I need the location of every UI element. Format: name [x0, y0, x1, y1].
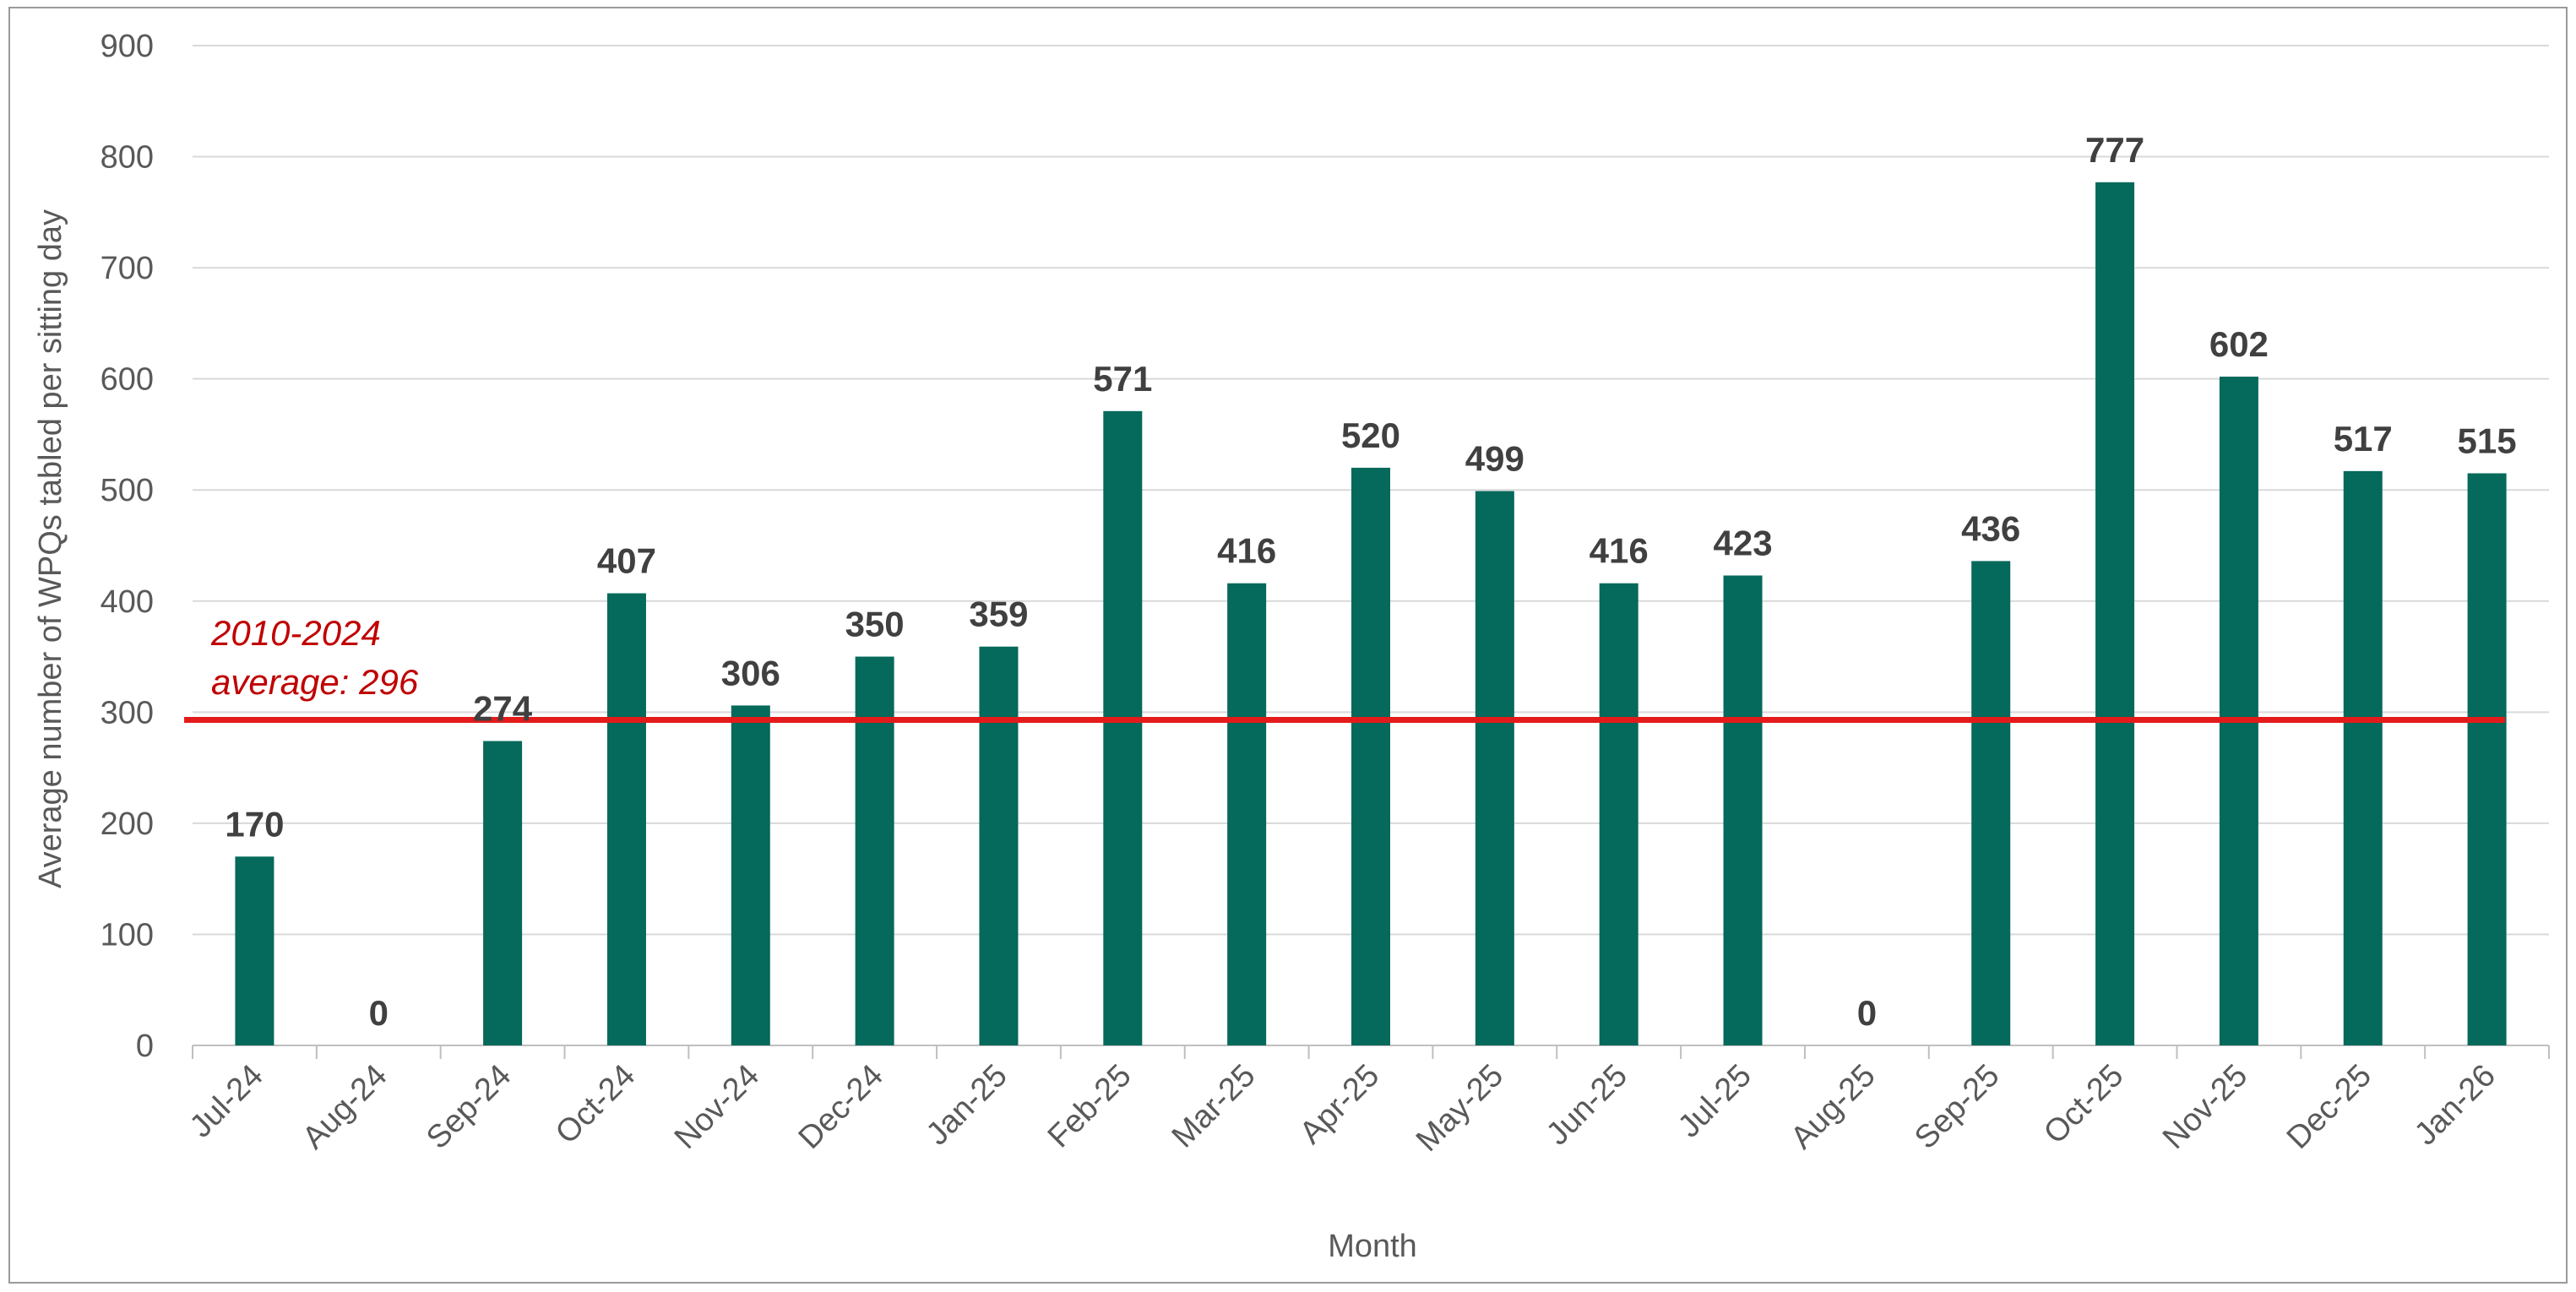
data-label: 274 — [473, 689, 533, 729]
data-label: 416 — [1217, 531, 1276, 571]
data-label: 515 — [2458, 421, 2517, 460]
bar — [2343, 470, 2383, 1045]
reference-line-label-2: average: 296 — [211, 662, 419, 702]
data-label: 170 — [225, 804, 284, 844]
y-tick-label: 800 — [101, 140, 154, 176]
x-tick-label: Sep-24 — [420, 1058, 518, 1156]
x-tick-label: Feb-25 — [1041, 1058, 1139, 1155]
data-label: 306 — [721, 653, 780, 692]
x-tick-label: Mar-25 — [1166, 1058, 1263, 1155]
data-label: 517 — [2334, 419, 2393, 459]
x-tick-label: Oct-25 — [2037, 1058, 2130, 1151]
bar — [2219, 377, 2258, 1046]
x-tick-label: Aug-24 — [296, 1058, 394, 1156]
y-tick-label: 500 — [101, 473, 154, 508]
bar — [483, 741, 523, 1045]
y-axis-ticks: 0 100 200 300 400 500 600 700 800 900 — [101, 29, 154, 1064]
bar — [979, 646, 1019, 1045]
y-tick-label: 300 — [101, 695, 154, 730]
bar — [1971, 561, 2011, 1045]
x-tick-label: Nov-25 — [2156, 1058, 2254, 1156]
x-tick-label: Dec-24 — [792, 1058, 890, 1156]
bar — [1599, 583, 1639, 1045]
data-labels: 170 0 274 407 306 350 359 571 416 520 499 416 423 0 43… — [225, 130, 2516, 1033]
bar — [1351, 467, 1390, 1045]
data-label: 350 — [845, 605, 905, 644]
bar — [1227, 583, 1267, 1045]
x-tick-label: Dec-25 — [2280, 1058, 2378, 1156]
x-tick-label: Sep-25 — [1908, 1058, 2006, 1156]
y-tick-label: 700 — [101, 251, 154, 286]
bar — [1723, 575, 1763, 1045]
data-label: 359 — [969, 594, 1028, 634]
bar — [855, 656, 894, 1045]
y-axis-title: Average number of WPQs tabled per sittin… — [33, 209, 68, 888]
x-axis-title: Month — [1328, 1229, 1417, 1264]
x-tick-label: Apr-25 — [1293, 1058, 1386, 1151]
y-tick-label: 900 — [101, 29, 154, 64]
bars — [235, 182, 2507, 1046]
data-label: 423 — [1713, 524, 1772, 563]
data-label: 777 — [2085, 130, 2144, 170]
data-label: 602 — [2209, 324, 2269, 364]
bar — [606, 593, 646, 1045]
data-label: 520 — [1341, 415, 1400, 455]
x-tick-label: Nov-24 — [668, 1058, 766, 1156]
bar — [2467, 473, 2507, 1045]
chart-frame — [8, 7, 2568, 1284]
x-tick-label: Jul-25 — [1671, 1058, 1758, 1145]
data-label: 407 — [597, 541, 656, 581]
y-tick-label: 200 — [101, 806, 154, 842]
bar — [1103, 410, 1143, 1046]
gridlines — [192, 45, 2550, 1059]
data-label: 436 — [1961, 508, 2020, 548]
data-label: 571 — [1093, 359, 1152, 399]
y-tick-label: 600 — [101, 362, 154, 398]
x-tick-label: Jun-25 — [1540, 1058, 1634, 1153]
bar — [235, 856, 274, 1045]
x-tick-label: Jul-24 — [183, 1058, 270, 1145]
reference-line-label-1: 2010-2024 — [210, 613, 381, 653]
bar — [731, 705, 770, 1045]
data-label: 499 — [1465, 439, 1524, 479]
y-tick-label: 100 — [101, 917, 154, 953]
x-tick-label: Jan-26 — [2408, 1058, 2503, 1153]
x-tick-label: Aug-25 — [1784, 1058, 1882, 1156]
x-tick-label: May-25 — [1410, 1058, 1510, 1159]
y-tick-label: 400 — [101, 584, 154, 620]
x-axis-ticks: Jul-24 Aug-24 Sep-24 Oct-24 Nov-24 Dec-24 Jan-… — [183, 1058, 2503, 1159]
bar — [2095, 182, 2135, 1045]
x-tick-label: Oct-24 — [549, 1058, 642, 1151]
y-tick-label: 0 — [136, 1029, 154, 1064]
bar — [1475, 491, 1514, 1045]
data-label: 0 — [1857, 993, 1877, 1033]
data-label: 416 — [1590, 531, 1649, 571]
data-label: 0 — [369, 993, 389, 1033]
x-tick-label: Jan-25 — [920, 1058, 1014, 1153]
